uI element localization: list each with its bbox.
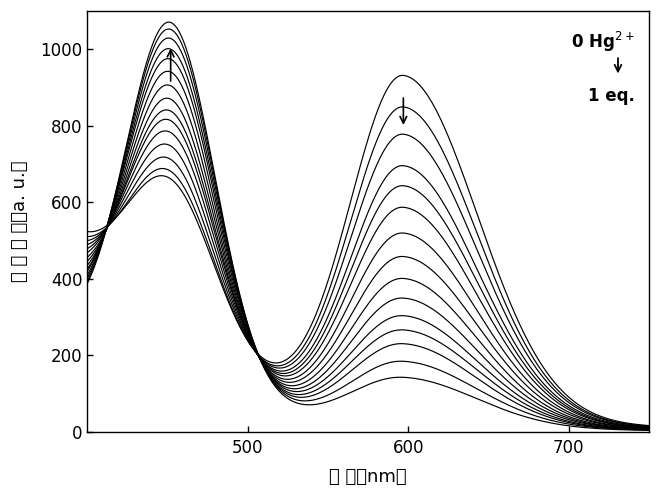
X-axis label: 波 长（nm）: 波 长（nm） [329,468,407,486]
Text: 0 Hg$^{2+}$: 0 Hg$^{2+}$ [572,30,635,54]
Text: 1 eq.: 1 eq. [588,87,635,105]
Y-axis label: 发 光 强 度（a. u.）: 发 光 强 度（a. u.） [11,161,29,282]
